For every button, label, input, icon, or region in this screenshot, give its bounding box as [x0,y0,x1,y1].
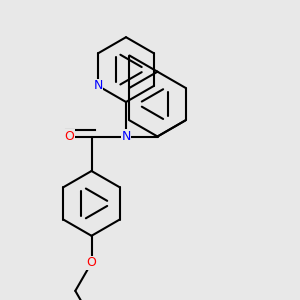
Text: N: N [93,79,103,92]
Text: N: N [121,130,131,143]
Text: O: O [87,256,96,269]
Text: O: O [64,130,74,143]
